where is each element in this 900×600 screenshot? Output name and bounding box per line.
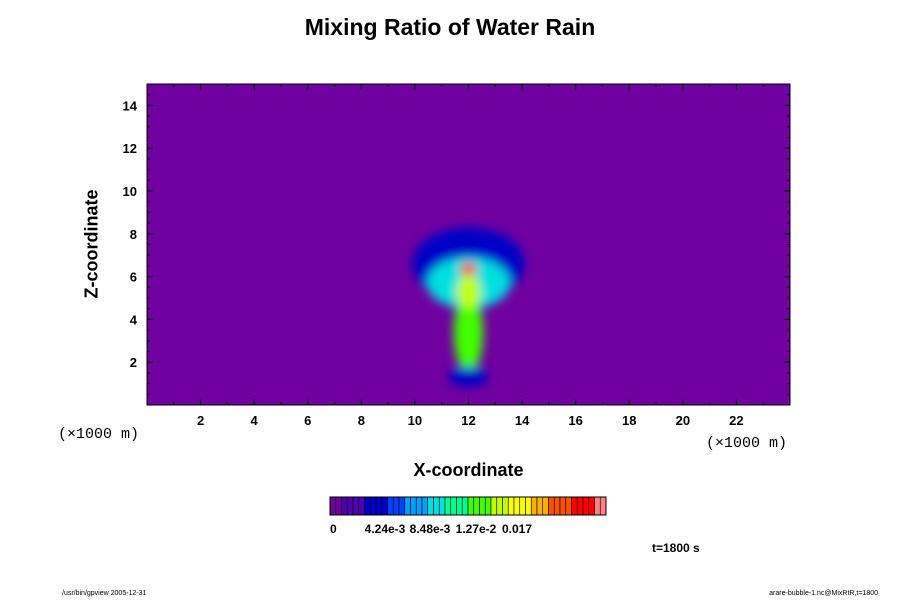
colorbar-cell [381,496,388,516]
colorbar-cell [542,496,549,516]
colorbar-cell [513,496,521,516]
colorbar-cell [341,496,348,516]
field-base [448,367,489,387]
colorbar-cell [576,496,584,516]
x-tick-label: 22 [729,413,743,428]
colorbar-cell [375,496,383,516]
colorbar-cell [582,496,590,516]
x-tick-label: 8 [358,413,365,428]
x-axis-unit: (×1000 m) [706,435,788,452]
colorbar-cell [369,496,377,516]
colorbar-cell [594,496,601,516]
colorbar-cell [421,496,429,516]
colorbar-cell [433,496,440,516]
colorbar-label: 0.017 [502,522,532,536]
colorbar-cell [553,496,561,516]
colorbar-cell [387,496,394,516]
y-tick-label: 14 [123,98,138,113]
colorbar-cell [588,496,595,516]
field-maximum [460,263,477,276]
colorbar-cell [467,496,475,516]
colorbar-label: 4.24e-3 [365,522,406,536]
colorbar-cell [559,496,567,516]
y-tick-label: 12 [123,141,137,156]
x-tick-label: 10 [408,413,422,428]
colorbar-cell [404,496,411,516]
x-tick-label: 16 [568,413,582,428]
colorbar-cell [507,496,515,516]
colorbar-label: 8.48e-3 [410,522,451,536]
colorbar-frame [329,496,607,516]
colorbar-cell [358,496,365,516]
colorbar-cell [571,496,578,516]
colorbar-label: 0 [330,522,337,536]
x-tick-label: 4 [251,413,259,428]
x-axis: 2 4 6 8 10 12 14 16 18 20 22 [146,84,791,428]
y-tick-label: 2 [130,355,137,370]
colorbar-label: 1.27e-2 [456,522,497,536]
footer-right: arare-bubble-1.nc@MixRtR,t=1800 [769,590,878,597]
colorbar-cell [599,496,607,516]
x-tick-label: 6 [304,413,311,428]
x-axis-label: X-coordinate [413,460,524,480]
colorbar-cell [392,496,400,516]
colorbar-cell [490,496,498,516]
time-annotation: t=1800 s [652,541,700,555]
y-axis-label: Z-coordinate [81,189,102,299]
colorbar-cell [502,496,509,516]
field-stem [453,291,484,373]
colorbar-cell [525,496,532,516]
colorbar-cell [450,496,457,516]
colorbar: 0 4.24e-3 8.48e-3 1.27e-2 0.017 [329,496,607,536]
colorbar-cell [398,496,406,516]
colorbar-cell [530,496,538,516]
y-axis: 2 4 6 8 10 12 14 [123,83,790,406]
colorbar-cell [456,496,463,516]
colorbar-cell [352,496,360,516]
y-tick-label: 6 [130,270,137,285]
footer-left: /usr/bin/gpview 2005-12-31 [62,590,147,597]
y-tick-label: 8 [130,227,137,242]
y-tick-label: 10 [123,184,137,199]
colorbar-cell [479,496,486,516]
x-tick-label: 18 [622,413,636,428]
colorbar-cell [335,496,342,516]
colorbar-cell [565,496,572,516]
colorbar-cell [438,496,446,516]
colorbar-cell [484,496,492,516]
colorbar-cell [410,496,417,516]
colorbar-cell [329,496,337,516]
colorbar-cell [461,496,469,516]
colorbar-cell [415,496,423,516]
field-core [456,274,481,309]
x-tick-label: 12 [461,413,475,428]
colorbar-cell [444,496,452,516]
colorbar-cell [346,496,354,516]
colorbar-cell [473,496,480,516]
x-tick-label: 14 [515,413,530,428]
colorbar-cell [548,496,555,516]
colorbar-cell [519,496,526,516]
x-tick-label: 2 [197,413,204,428]
colorbar-cell [364,496,371,516]
y-axis-unit: (×1000 m) [58,426,140,443]
rain-field [412,227,525,387]
colorbar-cell [536,496,544,516]
x-tick-label: 20 [676,413,690,428]
chart-title: Mixing Ratio of Water Rain [304,14,596,40]
y-tick-label: 4 [130,312,138,327]
colorbar-cell [427,496,434,516]
colorbar-cell [496,496,503,516]
